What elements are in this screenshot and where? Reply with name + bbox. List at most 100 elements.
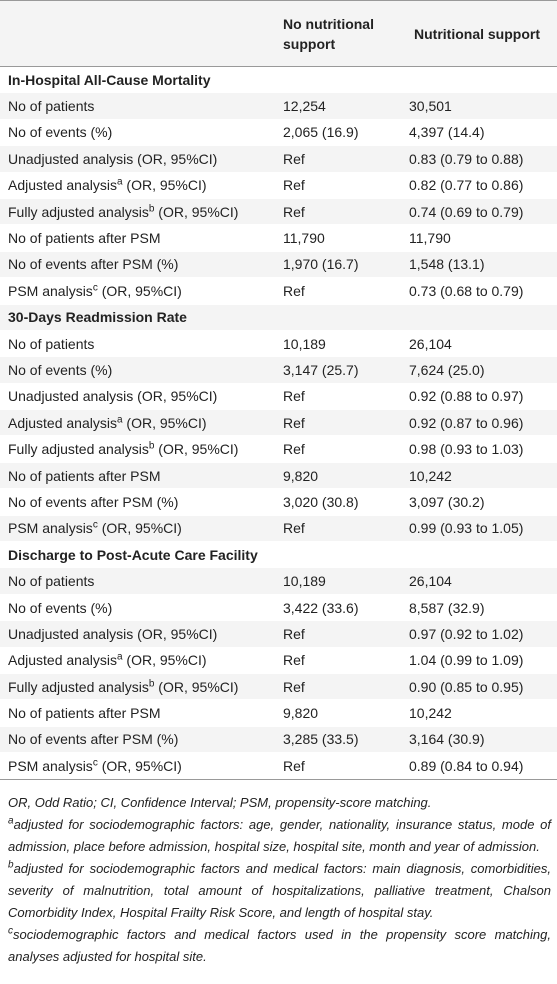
cell-value: 0.90 (0.85 to 0.95) [409,673,557,701]
footnote: badjusted for sociodemographic factors a… [8,858,551,924]
label-sup: a [116,414,123,426]
label-text: Fully adjusted analysis [8,203,149,220]
cell-value: 0.74 (0.69 to 0.79) [409,198,557,226]
cell-value: 7,624 (25.0) [409,356,557,384]
data-row: Adjusted analysisa (OR, 95%CI) Ref 0.92 (0… [0,409,557,437]
cell-value: 1.04 (0.99 to 1.09) [409,647,557,674]
cell-value: Ref [283,620,409,648]
cell-value: 10,189 [283,330,409,358]
header-cell: Nutritional support [409,0,557,67]
cell-value: 9,820 [283,699,409,727]
label-text: Unadjusted analysis (OR, 95%CI) [8,388,218,405]
data-row: No of patients after PSM 9,820 10,242 [0,462,557,490]
data-row: Adjusted analysisa (OR, 95%CI) Ref 0.82 (0… [0,172,557,199]
cell-value: 10,242 [409,699,557,727]
table-body: In-Hospital All-Cause Mortality No of pat… [0,66,557,780]
cell-value: 9,820 [283,462,409,490]
label-suffix: (OR, 95%CI) [122,414,207,431]
cell-value: 1,548 (13.1) [409,251,557,279]
label-sup: c [92,757,98,769]
row-label: Adjusted analysisa (OR, 95%CI) [0,409,283,437]
footnotes: OR, Odd Ratio; CI, Confidence Interval; … [0,780,557,968]
data-row: No of events after PSM (%) 1,970 (16.7) 1,… [0,251,557,279]
cell-value: 3,097 (30.2) [409,488,557,516]
row-label: Unadjusted analysis (OR, 95%CI) [0,383,283,411]
cell-value: 0.89 (0.84 to 0.94) [409,752,557,780]
row-label: PSM analysisc (OR, 95%CI) [0,277,283,305]
cell-value: Ref [283,673,409,701]
cell-value: Ref [283,647,409,674]
row-label: Unadjusted analysis (OR, 95%CI) [0,620,283,648]
label-suffix: (OR, 95%CI) [154,678,239,695]
data-row: Adjusted analysisa (OR, 95%CI) Ref 1.04 (0… [0,647,557,674]
cell-value: Ref [283,409,409,437]
data-row: No of patients after PSM 9,820 10,242 [0,699,557,727]
cell-value: Ref [283,515,409,543]
data-row: PSM analysisc (OR, 95%CI) Ref 0.73 (0.68 t… [0,277,557,305]
label-sup: c [92,282,98,294]
data-row: No of patients after PSM 11,790 11,790 [0,224,557,252]
data-row: No of events (%) 3,422 (33.6) 8,587 (32.9) [0,594,557,622]
label-text: PSM analysis [8,757,93,774]
cell-value: Ref [283,145,409,173]
data-row: Unadjusted analysis (OR, 95%CI) Ref 0.92 (… [0,383,557,411]
label-text: No of patients [8,335,95,352]
label-text: Unadjusted analysis (OR, 95%CI) [8,625,218,642]
cell-value: Ref [283,435,409,463]
cell-value: 4,397 (14.4) [409,119,557,147]
cell-value: 12,254 [283,92,409,120]
label-sup: a [116,176,123,188]
cell-value: Ref [283,198,409,226]
label-sup: b [148,678,155,690]
label-text: No of patients [8,98,95,115]
row-label: Adjusted analysisa (OR, 95%CI) [0,172,283,199]
row-label: Unadjusted analysis (OR, 95%CI) [0,145,283,173]
data-row: Fully adjusted analysisb (OR, 95%CI) Ref 0… [0,435,557,463]
row-label: No of events after PSM (%) [0,488,283,516]
data-row: Unadjusted analysis (OR, 95%CI) Ref 0.97 (… [0,620,557,648]
footnote-text: adjusted for sociodemographic factors: a… [8,816,551,854]
section-row: 30-Days Readmission Rate [0,304,557,331]
label-text: No of patients after PSM [8,705,161,722]
row-label: Fully adjusted analysisb (OR, 95%CI) [0,198,283,226]
cell-value: 0.83 (0.79 to 0.88) [409,145,557,173]
data-row: PSM analysisc (OR, 95%CI) Ref 0.99 (0.93 t… [0,515,557,543]
cell-value: 0.99 (0.93 to 1.05) [409,515,557,543]
row-label: No of patients after PSM [0,224,283,252]
label-suffix: (OR, 95%CI) [154,203,239,220]
label-suffix: (OR, 95%CI) [122,652,207,669]
row-label: No of events (%) [0,356,283,384]
label-sup: c [92,519,98,531]
cell-value: 26,104 [409,567,557,595]
section-title: 30-Days Readmission Rate [0,304,557,331]
label-text: No of events (%) [8,361,113,378]
label-text: Unadjusted analysis (OR, 95%CI) [8,150,218,167]
cell-value: 0.92 (0.87 to 0.96) [409,409,557,437]
header-row: No nutritional support Nutritional suppo… [0,0,557,67]
label-text: No of patients after PSM [8,230,161,247]
label-text: No of patients [8,573,95,590]
label-text: No of events after PSM (%) [8,256,179,273]
data-row: No of events after PSM (%) 3,285 (33.5) 3,… [0,726,557,754]
cell-value: 3,285 (33.5) [283,726,409,754]
cell-value: 0.82 (0.77 to 0.86) [409,172,557,199]
section-title: Discharge to Post-Acute Care Facility [0,541,557,569]
label-suffix: (OR, 95%CI) [154,441,239,458]
label-suffix: (OR, 95%CI) [97,757,182,774]
label-sup: a [116,651,123,663]
cell-value: 11,790 [409,224,557,252]
cell-value: 26,104 [409,330,557,358]
label-text: PSM analysis [8,282,93,299]
label-text: No of events after PSM (%) [8,493,179,510]
row-label: Adjusted analysisa (OR, 95%CI) [0,647,283,674]
label-suffix: (OR, 95%CI) [97,520,182,537]
footnote: csociodemographic factors and medical fa… [8,924,551,968]
cell-value: 2,065 (16.9) [283,119,409,147]
label-text: PSM analysis [8,520,93,537]
row-label: No of patients after PSM [0,462,283,490]
row-label: No of events (%) [0,119,283,147]
row-label: PSM analysisc (OR, 95%CI) [0,752,283,780]
footnote-sup: b [8,859,14,871]
row-label: Fully adjusted analysisb (OR, 95%CI) [0,435,283,463]
